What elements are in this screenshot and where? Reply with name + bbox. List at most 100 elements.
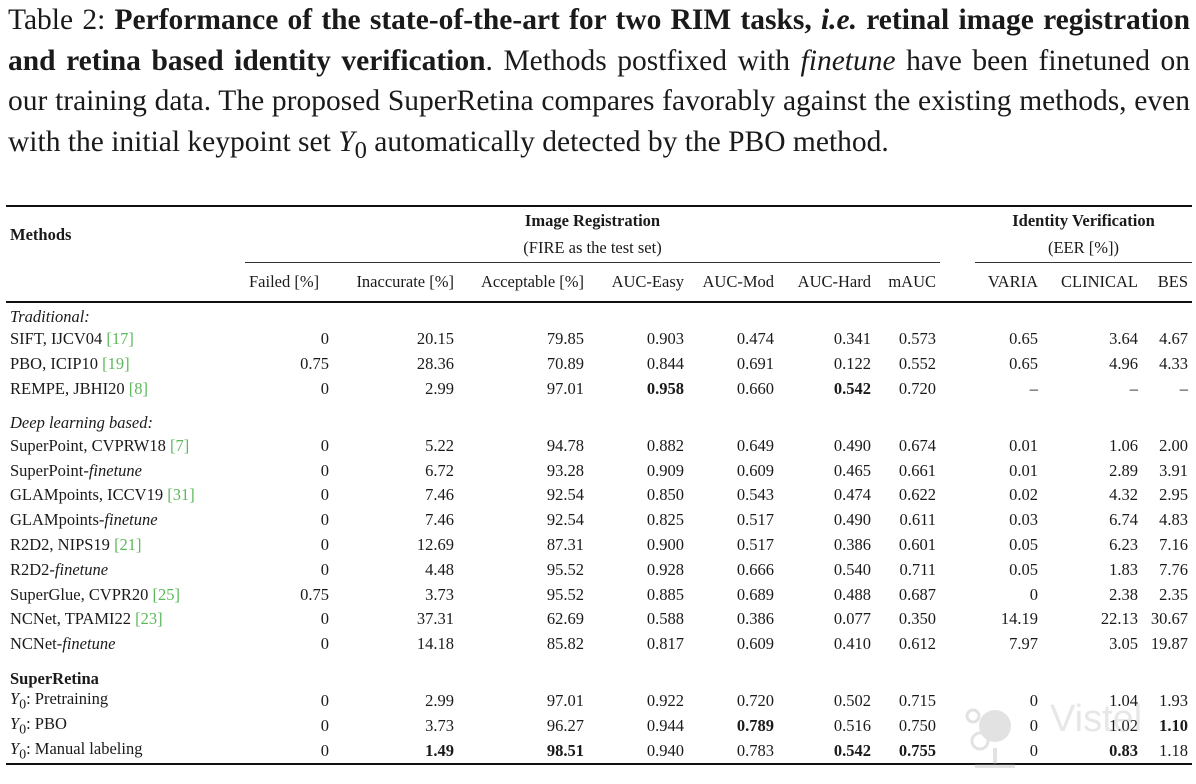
citation-link[interactable]: [21] [114, 534, 142, 554]
method-finetune: finetune [54, 559, 109, 579]
cell-failed: 0 [320, 378, 329, 398]
cell-clinical: 2.38 [1109, 584, 1138, 604]
table-row: GLAMpoints, ICCV19 [31] 0 7.46 92.54 0.850 0.… [6, 483, 1192, 508]
table-row: NCNet, TPAMI22 [23] 0 37.31 62.69 0.588 0.386… [6, 607, 1192, 632]
caption-text-3: automatically detected by the PBO method… [366, 125, 889, 158]
method-label: R2D2, NIPS19 [10, 534, 115, 554]
column-gap [940, 483, 975, 508]
citation-link[interactable]: [25] [152, 584, 181, 604]
column-gap [940, 582, 975, 607]
table-row: Y0: Manual labeling 0 1.49 98.51 0.940 0.783 0… [6, 738, 1192, 764]
method-sub: 0 [19, 721, 27, 737]
cell-bes: 19.87 [1150, 634, 1188, 654]
citation-link[interactable]: [31] [167, 485, 195, 505]
citation-link[interactable]: [17] [106, 329, 134, 349]
cell-failed: 0 [320, 715, 329, 735]
cell-acceptable: 97.01 [546, 378, 584, 398]
cell-auc-hard: 0.341 [833, 329, 871, 349]
method-label: SIFT, IJCV04 [10, 329, 107, 349]
cell-varia: – [1029, 378, 1038, 398]
cell-mauc: 0.715 [898, 690, 936, 710]
column-header: AUC-Easy [611, 271, 684, 291]
cell-auc-hard: 0.516 [833, 715, 871, 735]
method-label: : Pretraining [26, 689, 109, 709]
caption-text-2: have been finetuned on our training data… [8, 44, 1190, 158]
cell-clinical: 2.89 [1109, 460, 1138, 480]
cell-acceptable: 96.27 [546, 715, 584, 735]
cell-clinical: 4.96 [1109, 354, 1138, 374]
cell-clinical: 1.83 [1109, 559, 1138, 579]
header-image-registration: Image Registration [524, 210, 661, 230]
cell-inaccurate: 6.72 [425, 460, 454, 480]
cell-inaccurate: 4.48 [425, 559, 454, 579]
cell-varia: 0.05 [1009, 559, 1038, 579]
citation-link[interactable]: [7] [169, 435, 190, 455]
cell-auc-mod: 0.609 [736, 460, 774, 480]
cell-failed: 0 [320, 690, 329, 710]
cell-varia: 0.02 [1009, 485, 1038, 505]
cell-auc-easy: 0.909 [646, 460, 684, 480]
caption-var: Y [338, 125, 355, 158]
cell-auc-easy: 0.825 [646, 510, 684, 530]
column-gap [940, 713, 975, 738]
cell-auc-easy: 0.940 [646, 740, 684, 760]
caption-bold-2: retinal image registration and retina ba… [8, 4, 1190, 77]
cell-acceptable: 92.54 [546, 510, 584, 530]
cell-failed: 0 [320, 559, 329, 579]
cell-auc-easy: 0.885 [646, 584, 684, 604]
section-title: Traditional: [10, 307, 90, 326]
table-row: SuperGlue, CVPR20 [25] 0.75 3.73 95.52 0.885… [6, 582, 1192, 607]
cell-mauc: 0.573 [898, 329, 936, 349]
table-row: SuperPoint-finetune 0 6.72 93.28 0.909 0.609 0… [6, 458, 1192, 483]
cell-acceptable: 97.01 [546, 690, 584, 710]
method-sub: 0 [19, 696, 27, 712]
citation-link[interactable]: [19] [102, 354, 130, 374]
cell-mauc: 0.720 [898, 378, 936, 398]
cell-bes: 1.93 [1159, 690, 1188, 710]
cell-clinical: 3.05 [1109, 634, 1138, 654]
cell-inaccurate: 7.46 [425, 510, 454, 530]
cell-acceptable: 95.52 [546, 584, 584, 604]
cell-inaccurate: 20.15 [416, 329, 454, 349]
cell-mauc: 0.750 [898, 715, 936, 735]
cell-auc-hard: 0.502 [833, 690, 871, 710]
cell-auc-easy: 0.958 [646, 378, 684, 398]
cell-inaccurate: 2.99 [425, 378, 454, 398]
cell-acceptable: 62.69 [546, 609, 584, 629]
column-header: CLINICAL [1061, 271, 1138, 291]
cell-failed: 0 [320, 740, 329, 760]
table-row: NCNet-finetune 0 14.18 85.82 0.817 0.609 0.410… [6, 632, 1192, 657]
cell-failed: 0 [320, 435, 329, 455]
cell-clinical: 1.04 [1109, 690, 1138, 710]
cell-auc-mod: 0.609 [736, 634, 774, 654]
cell-auc-easy: 0.882 [646, 435, 684, 455]
cell-auc-hard: 0.490 [833, 510, 871, 530]
cell-inaccurate: 2.99 [425, 690, 454, 710]
citation-link[interactable]: [8] [128, 378, 148, 398]
header-methods: Methods [10, 224, 72, 244]
citation-link[interactable]: [23] [135, 609, 163, 629]
method-label: SuperPoint- [10, 460, 89, 480]
cell-auc-mod: 0.789 [736, 715, 774, 735]
cell-auc-hard: 0.386 [833, 534, 871, 554]
cell-acceptable: 70.89 [546, 354, 584, 374]
table-row: SIFT, IJCV04 [17] 0 20.15 79.85 0.903 0.474 0.… [6, 327, 1192, 352]
cell-failed: 0.75 [300, 584, 329, 604]
cell-clinical: 4.32 [1109, 485, 1138, 505]
cell-auc-easy: 0.850 [646, 485, 684, 505]
column-gap [940, 458, 975, 483]
header-identity-verification-sub: (EER [%]) [975, 234, 1192, 263]
method-name: SuperPoint, CVPRW18 [7] [6, 433, 245, 458]
cell-varia: 0.65 [1009, 329, 1038, 349]
method-name: PBO, ICIP10 [19] [6, 352, 245, 377]
cell-varia: 0.05 [1009, 534, 1038, 554]
section-header: Deep learning based: [6, 401, 1192, 433]
cell-auc-mod: 0.517 [736, 534, 774, 554]
cell-auc-mod: 0.691 [736, 354, 774, 374]
column-gap [940, 327, 975, 352]
cell-varia: 0 [1029, 584, 1038, 604]
column-header: AUC-Mod [702, 271, 774, 291]
method-name: SIFT, IJCV04 [17] [6, 327, 245, 352]
cell-inaccurate: 12.69 [416, 534, 454, 554]
column-gap [940, 508, 975, 533]
